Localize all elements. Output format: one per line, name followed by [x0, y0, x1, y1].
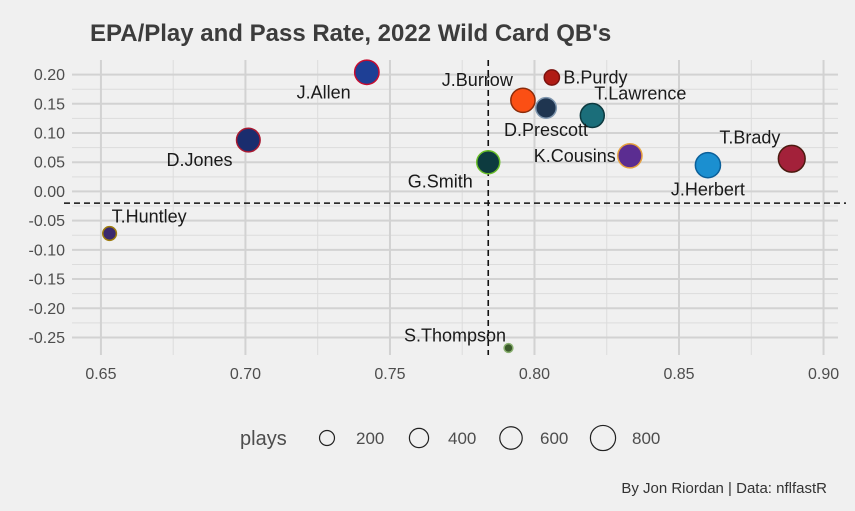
- point-label: D.Prescott: [504, 120, 588, 140]
- legend-label: 800: [632, 429, 660, 448]
- y-tick-label: 0.10: [34, 126, 65, 143]
- point-label: T.Huntley: [112, 207, 187, 227]
- data-point: [543, 69, 561, 86]
- legend-label: 600: [540, 429, 568, 448]
- y-tick-label: 0.05: [34, 155, 65, 172]
- x-tick-label: 0.75: [374, 366, 405, 383]
- legend-size-circle: [499, 426, 523, 450]
- y-axis-ticks: 0.20 0.15 0.10 0.05 0.00 -0.05 -0.10 -0.15 -0.20…: [29, 67, 66, 347]
- legend-size-circle: [589, 424, 617, 452]
- size-legend: plays 200 400 600 800: [240, 424, 660, 452]
- y-tick-label: 0.00: [34, 184, 65, 201]
- point-label: S.Thompson: [404, 326, 506, 346]
- y-tick-label: -0.15: [29, 272, 66, 289]
- data-point: [579, 102, 606, 129]
- data-point: [777, 144, 806, 173]
- x-axis-ticks: 0.65 0.70 0.75 0.80 0.85 0.90: [85, 366, 839, 383]
- point-label: B.Purdy: [563, 68, 627, 88]
- caption: By Jon Riordan | Data: nflfastR: [621, 480, 827, 497]
- y-tick-label: -0.25: [29, 330, 66, 347]
- data-points: [101, 59, 806, 354]
- data-point: [503, 342, 514, 354]
- data-point: [510, 87, 536, 114]
- point-label: G.Smith: [408, 172, 473, 192]
- grid-lines: [72, 60, 838, 355]
- data-point: [353, 59, 380, 86]
- y-tick-label: -0.20: [29, 301, 66, 318]
- y-tick-label: -0.05: [29, 213, 66, 230]
- chart-title: EPA/Play and Pass Rate, 2022 Wild Card Q…: [90, 20, 611, 47]
- data-point: [235, 127, 261, 153]
- x-tick-label: 0.90: [808, 366, 839, 383]
- data-point: [101, 225, 118, 242]
- data-point: [535, 96, 558, 119]
- x-tick-label: 0.85: [663, 366, 694, 383]
- data-point: [475, 149, 501, 175]
- point-label: J.Herbert: [671, 180, 745, 200]
- legend-label: 200: [356, 429, 384, 448]
- point-label: J.Allen: [297, 82, 351, 102]
- point-label: T.Brady: [719, 127, 780, 147]
- data-point: [694, 151, 722, 179]
- x-tick-label: 0.70: [230, 366, 261, 383]
- y-tick-label: 0.20: [34, 67, 65, 84]
- point-label: J.Burrow: [442, 70, 514, 90]
- y-tick-label: -0.10: [29, 242, 66, 259]
- x-tick-label: 0.65: [85, 366, 116, 383]
- reference-lines: [64, 60, 846, 355]
- data-point: [617, 142, 643, 169]
- legend-title: plays: [240, 428, 287, 450]
- x-tick-label: 0.80: [519, 366, 550, 383]
- point-label: D.Jones: [166, 150, 232, 170]
- legend-size-circle: [408, 427, 430, 449]
- point-label: T.Lawrence: [594, 84, 686, 104]
- point-labels: J.Allen D.Jones T.Huntley J.Burrow D.Prescot…: [112, 68, 781, 346]
- legend-size-circle: [318, 429, 336, 447]
- y-tick-label: 0.15: [34, 96, 65, 113]
- legend-label: 400: [448, 429, 476, 448]
- point-label: K.Cousins: [534, 146, 616, 166]
